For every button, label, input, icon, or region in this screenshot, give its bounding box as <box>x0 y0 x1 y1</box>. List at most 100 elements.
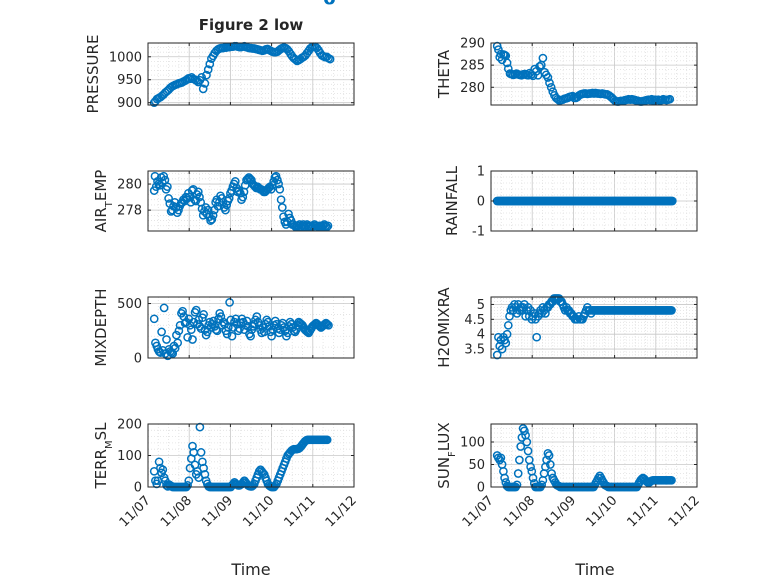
subplot-rainfall: -1 0 1 RAINFALL <box>443 165 698 240</box>
data-point <box>271 171 281 181</box>
data-point <box>195 192 204 202</box>
data-point <box>537 480 547 490</box>
data-point <box>543 73 553 82</box>
y-tick-label: 5 <box>477 298 485 313</box>
data-point <box>162 335 171 344</box>
axes-box <box>147 296 355 359</box>
y-tick-label: 285 <box>460 59 485 74</box>
data-point <box>193 187 203 197</box>
data-point <box>324 0 333 5</box>
data-point <box>502 329 512 339</box>
y-tick-label: 1 <box>477 165 485 180</box>
y-tick-label: 278 <box>117 204 142 219</box>
data-point <box>667 306 676 315</box>
data-point <box>200 79 210 88</box>
axes-box <box>147 42 355 106</box>
data-point <box>243 174 253 184</box>
y-axis-label: AIRTEMP <box>92 170 115 233</box>
data-point <box>196 448 206 457</box>
data-point <box>523 446 533 456</box>
data-point <box>319 220 329 229</box>
axes-box <box>490 296 698 359</box>
data-point <box>224 194 234 203</box>
data-point <box>183 332 192 342</box>
data-point <box>209 316 218 326</box>
data-point <box>221 205 230 215</box>
data-point <box>268 180 277 190</box>
y-tick-label: -1 <box>472 225 485 240</box>
data-point <box>502 58 512 68</box>
data-point <box>520 426 529 436</box>
data-point <box>513 469 523 478</box>
data-point <box>207 214 217 224</box>
data-point <box>324 320 333 330</box>
data-point <box>202 209 212 219</box>
data-point <box>245 174 255 184</box>
y-tick-label: 0 <box>134 352 142 367</box>
data-point <box>199 310 208 319</box>
data-series-pressure <box>149 41 335 108</box>
axes-box <box>490 423 698 488</box>
y-axis-label: TERRMSL <box>92 422 115 490</box>
y-axis-label: PRESSURE <box>84 35 102 114</box>
data-point <box>322 435 332 445</box>
data-point <box>301 326 311 336</box>
data-point <box>266 184 276 194</box>
data-point <box>156 348 165 357</box>
axes-box <box>490 42 698 106</box>
data-point <box>149 314 159 324</box>
data-point <box>528 473 538 483</box>
x-axis-label-left: Time <box>230 560 270 579</box>
data-point <box>314 320 323 330</box>
y-tick-label: 290 <box>460 37 485 52</box>
data-point <box>492 350 502 360</box>
y-tick-label: 100 <box>460 436 485 451</box>
data-point <box>667 475 676 485</box>
y-tick-label: 950 <box>117 73 142 88</box>
data-point <box>321 318 331 328</box>
y-tick-label: 4.5 <box>464 313 485 328</box>
data-point <box>158 465 168 475</box>
data-point <box>178 306 187 316</box>
y-tick-label: 50 <box>468 458 485 473</box>
data-point <box>252 312 262 321</box>
data-point <box>163 182 172 192</box>
subplot-pressure: 900 950 1000 PRESSURE <box>84 35 355 114</box>
y-axis-label: THETA <box>435 49 453 99</box>
data-point <box>266 327 275 337</box>
data-point <box>242 175 251 185</box>
data-point <box>203 65 213 74</box>
data-point <box>322 319 332 329</box>
data-point <box>231 314 241 324</box>
data-series-mixdepth <box>149 298 333 361</box>
data-point <box>284 322 294 331</box>
data-point <box>198 84 208 94</box>
data-point <box>515 455 524 465</box>
data-point <box>225 298 234 307</box>
data-point <box>238 192 248 202</box>
y-tick-label: 0 <box>477 195 485 210</box>
data-point <box>546 82 556 92</box>
data-point <box>274 179 283 189</box>
subplot-mixdepth: 0 500 MIXDEPTH <box>92 288 355 367</box>
data-point <box>665 94 675 104</box>
data-point <box>202 70 211 80</box>
data-point <box>270 173 280 182</box>
subplot-theta: 280 285 290 THETA <box>435 37 698 106</box>
data-point <box>164 194 173 203</box>
data-point <box>173 338 183 348</box>
data-point <box>497 344 507 354</box>
data-point <box>503 320 513 330</box>
data-point <box>198 210 208 220</box>
data-point <box>532 332 542 342</box>
data-point <box>211 325 221 335</box>
data-point <box>325 54 335 64</box>
data-point <box>227 331 237 341</box>
data-point <box>277 203 287 212</box>
data-point <box>538 53 548 63</box>
data-point <box>275 184 285 194</box>
data-point <box>248 481 258 490</box>
data-point <box>200 207 209 216</box>
data-point <box>258 468 268 478</box>
